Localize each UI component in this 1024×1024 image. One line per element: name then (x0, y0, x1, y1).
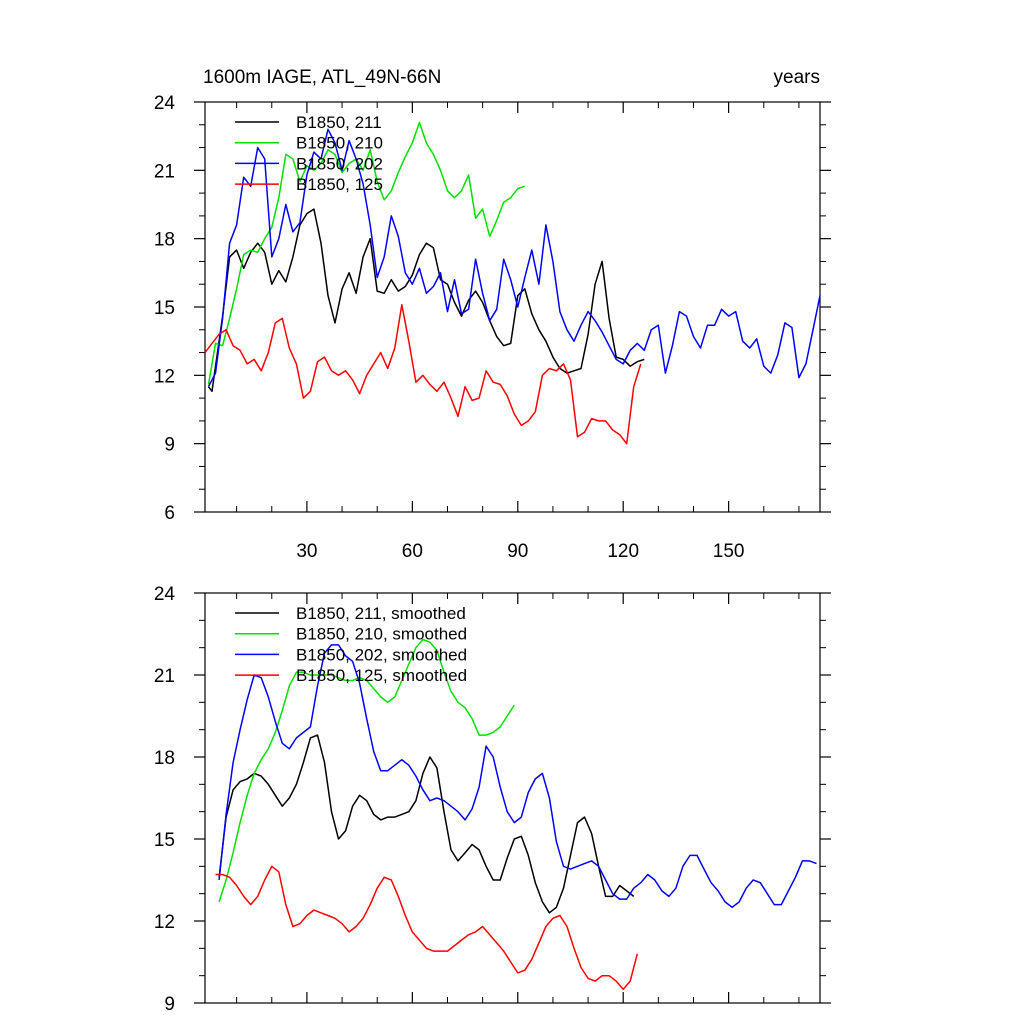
x-tick-label: 60 (402, 541, 423, 562)
y-tick-label: 6 (164, 503, 175, 524)
y-tick-label: 18 (154, 748, 175, 769)
bottom-panel: 9 12 15 18 21 24 B1850, 211, smoothed B1850, 21… (154, 584, 831, 1015)
y-tick-label: 21 (154, 161, 175, 182)
series-line-b1850-210-smoothed (218, 638, 515, 903)
plot-frame (204, 592, 821, 1004)
series-line-b1850-202 (207, 128, 821, 388)
x-tick-label: 120 (607, 541, 639, 562)
series-line-b1850-211 (207, 208, 645, 393)
legend-label-b1850-211-smoothed: B1850, 211, smoothed (296, 604, 466, 623)
x-tick-label: 30 (296, 541, 317, 562)
series-line-b1850-202-smoothed (218, 644, 817, 909)
legend-label-b1850-210-smoothed: B1850, 210, smoothed (296, 625, 467, 644)
top-panel: 6 9 12 15 18 21 24 30 60 90 120 150 B1850, 211 B1850,… (154, 93, 831, 562)
y-tick-label: 15 (154, 298, 175, 319)
y-tick-label: 18 (154, 230, 175, 251)
legend-label-b1850-125-smoothed: B1850, 125, smoothed (296, 666, 467, 685)
y-tick-label: 21 (154, 666, 175, 687)
x-axis-units-label: years (774, 67, 820, 88)
legend-label-b1850-211: B1850, 211 (296, 113, 382, 132)
x-tick-label: 90 (507, 541, 528, 562)
x-tick-label: 150 (713, 541, 745, 562)
y-tick-label: 9 (164, 435, 175, 456)
y-tick-label: 12 (154, 912, 175, 933)
y-tick-label: 15 (154, 830, 175, 851)
series-line-b1850-211-smoothed (218, 734, 635, 914)
series-line-b1850-210 (207, 121, 526, 385)
legend-label-b1850-210: B1850, 210 (296, 134, 383, 153)
y-tick-label: 24 (154, 93, 176, 114)
legend-label-b1850-125: B1850, 125 (296, 175, 383, 194)
y-tick-label: 24 (154, 584, 176, 605)
legend-label-b1850-202: B1850, 202 (296, 154, 383, 173)
legend-label-b1850-202-smoothed: B1850, 202, smoothed (296, 645, 467, 664)
series-line-b1850-125-smoothed (215, 865, 639, 991)
series-line-b1850-125 (204, 303, 642, 445)
chart-title: 1600m IAGE, ATL_49N-66N (203, 67, 441, 88)
y-tick-label: 9 (164, 994, 175, 1015)
y-tick-label: 12 (154, 366, 175, 387)
